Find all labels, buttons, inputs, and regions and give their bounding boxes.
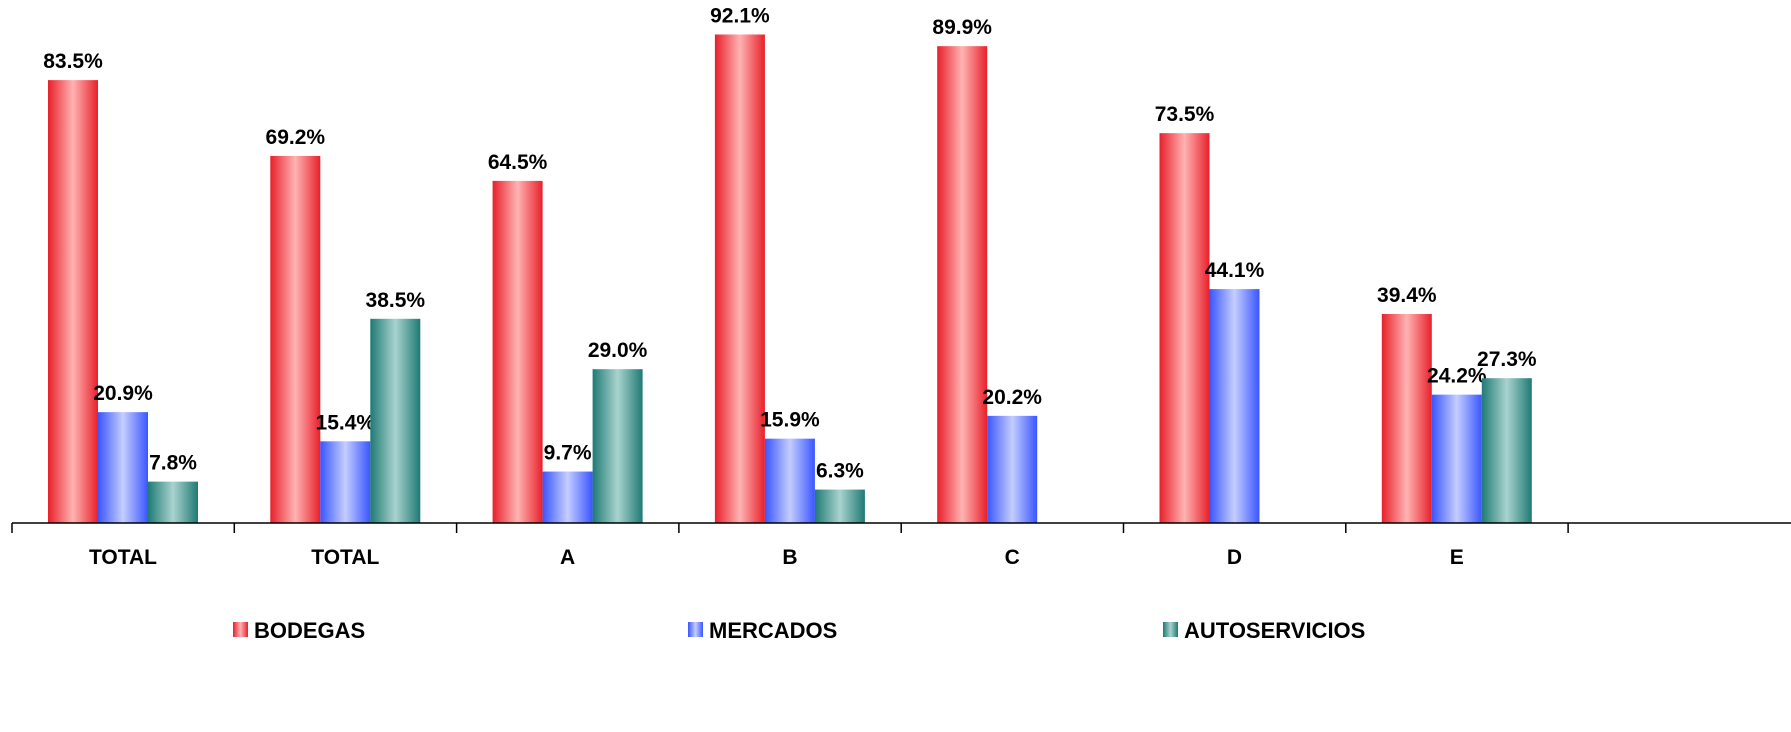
bar-mercados-1 [98,412,148,523]
data-label-bodegas-6: 73.5% [1155,103,1215,126]
data-label-mercados-5: 20.2% [982,386,1042,409]
bar-autoservicios-1 [148,481,198,523]
bar-mercados-5 [987,415,1038,523]
bar-mercados-6 [1209,289,1260,523]
bar-mercados-4 [764,438,815,523]
bar-mercados-3 [542,471,593,523]
bar-bodegas-6 [1159,133,1210,523]
legend-swatch-mercados [688,622,703,637]
data-label-bodegas-1: 83.5% [43,50,103,73]
data-label-mercados-6: 44.1% [1205,259,1265,282]
data-label-bodegas-7: 39.4% [1377,284,1437,307]
data-label-autoservicios-3: 29.0% [588,339,648,362]
legend-label-mercados: MERCADOS [709,618,837,643]
data-label-bodegas-2: 69.2% [266,126,326,149]
data-label-autoservicios-4: 6.3% [816,460,864,483]
legend-swatch-autoservicios [1163,622,1178,637]
data-label-bodegas-5: 89.9% [932,16,992,39]
data-label-mercados-1: 20.9% [93,382,153,405]
bar-autoservicios-4 [814,489,865,523]
data-label-mercados-2: 15.4% [316,411,376,434]
legend: BODEGAS MERCADOS AUTOSERVICIOS [233,618,1365,643]
data-label-mercados-7: 24.2% [1427,365,1487,388]
legend-swatch-bodegas [233,622,248,637]
bar-autoservicios-7 [1481,378,1532,523]
data-label-autoservicios-1: 7.8% [149,452,197,475]
x-axis: TOTAL TOTAL A B C D E [11,522,1791,569]
bar-bodegas-3 [492,180,543,523]
data-label-mercados-4: 15.9% [760,409,820,432]
x-tick-label-3: A [560,546,575,569]
x-tick-label-1: TOTAL [89,546,157,569]
data-label-autoservicios-7: 27.3% [1477,348,1537,371]
legend-label-autoservicios: AUTOSERVICIOS [1184,618,1365,643]
bar-bodegas-2 [270,155,321,523]
x-tick-label-2: TOTAL [311,546,379,569]
data-label-mercados-3: 9.7% [544,442,592,465]
x-tick-label-7: E [1450,546,1464,569]
bar-bodegas-4 [714,34,765,524]
x-tick-label-4: B [782,546,797,569]
legend-label-bodegas: BODEGAS [254,618,365,643]
data-label-bodegas-3: 64.5% [488,151,548,174]
bar-mercados-2 [320,441,371,523]
bar-autoservicios-2 [370,318,421,523]
bar-bodegas-7 [1381,314,1432,523]
bar-bodegas-1 [48,80,98,523]
data-label-autoservicios-2: 38.5% [366,289,426,312]
bar-autoservicios-3 [592,369,643,523]
bars-layer: 83.5% 20.9% 7.8% 69.2% 15.4% 38.5% 64.5% 9.7% 29… [43,5,1537,524]
x-tick-label-6: D [1227,546,1242,569]
data-label-bodegas-4: 92.1% [710,5,770,28]
bar-bodegas-5 [937,46,988,523]
x-tick-label-5: C [1005,546,1020,569]
bar-mercados-7 [1431,394,1482,523]
